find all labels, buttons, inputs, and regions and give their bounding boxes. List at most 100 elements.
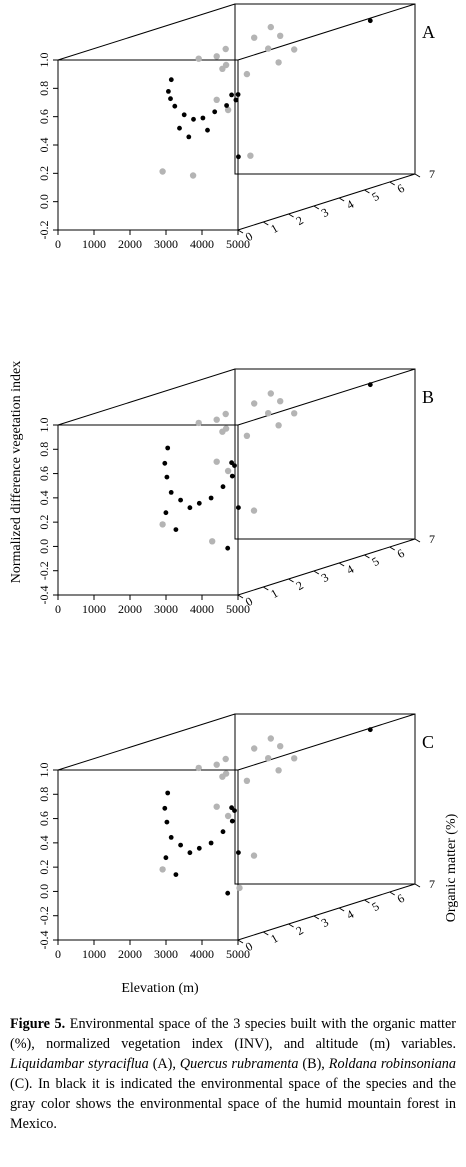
data-point	[229, 473, 235, 479]
z-tick-label: 4	[344, 562, 356, 577]
data-point	[173, 872, 179, 877]
data-point	[247, 152, 254, 159]
box-edge	[237, 713, 416, 771]
y-tick-label: 1.0	[37, 53, 51, 68]
series-forest-gray	[159, 735, 298, 892]
data-point	[225, 545, 231, 551]
data-point	[165, 445, 171, 451]
data-point	[196, 500, 202, 506]
data-point	[236, 505, 241, 510]
data-point	[168, 96, 173, 102]
data-point	[213, 96, 220, 104]
data-point	[367, 727, 373, 733]
z-tick	[364, 554, 370, 559]
back-face	[234, 713, 416, 885]
data-point	[229, 818, 235, 824]
data-point	[222, 61, 230, 69]
x-tick-label: 3000	[154, 237, 178, 251]
data-point	[166, 89, 171, 94]
caption-text-4: (C). In black it is indicated the enviro…	[10, 1076, 456, 1132]
data-point	[224, 467, 232, 475]
data-point	[222, 770, 230, 777]
panel-label-a: A	[422, 22, 435, 42]
z-tick-label: 1	[268, 586, 280, 601]
y-tick-label: -0.2	[37, 906, 51, 925]
data-point	[168, 835, 174, 840]
y-tick-label: 0.0	[37, 194, 51, 209]
data-point	[159, 521, 166, 528]
data-point	[200, 115, 206, 121]
data-point	[159, 866, 166, 873]
z-tick	[338, 907, 345, 912]
figure-caption: Figure 5. Environmental space of the 3 s…	[10, 1014, 456, 1134]
data-point	[205, 127, 210, 133]
series-species-black	[162, 727, 373, 896]
data-point	[250, 852, 258, 859]
z-tick	[338, 562, 345, 567]
data-point	[275, 422, 282, 429]
x-tick-label: 4000	[190, 237, 214, 251]
z-tick	[288, 578, 294, 583]
series-forest-gray	[159, 23, 298, 179]
x-tick-label: 2000	[118, 237, 142, 251]
z-tick-label: 2	[293, 213, 305, 228]
x-tick-label: 5000	[226, 237, 250, 251]
x-tick-label: 2000	[118, 602, 142, 616]
data-point	[191, 116, 196, 122]
z-tick-label: 1	[268, 221, 280, 236]
data-point	[277, 32, 284, 39]
y-tick-label: 0.6	[37, 109, 51, 124]
data-point	[225, 890, 231, 896]
z-tick	[237, 594, 244, 599]
data-point	[195, 419, 202, 427]
z-tick-label: 4	[344, 907, 356, 922]
z-tick-label: 5	[369, 189, 381, 204]
data-point	[236, 154, 241, 160]
series-species-black	[162, 382, 373, 551]
data-point	[267, 23, 274, 31]
data-point	[243, 777, 251, 784]
data-point	[177, 125, 182, 131]
data-point	[251, 34, 258, 41]
y-tick-label: -0.4	[37, 586, 51, 605]
caption-species-c: Roldana robinsoniana	[328, 1056, 456, 1072]
z-tick	[237, 229, 244, 234]
data-point	[178, 497, 184, 503]
data-point	[208, 495, 214, 501]
x-tick-label: 4000	[190, 947, 214, 961]
data-point	[165, 790, 171, 796]
y-tick-label: 0.0	[37, 539, 51, 554]
data-point	[222, 410, 229, 418]
data-point	[213, 458, 220, 465]
z-tick-label: 2	[293, 923, 305, 938]
caption-text-2: (A),	[148, 1056, 180, 1072]
data-point	[233, 97, 239, 103]
data-point	[213, 761, 220, 768]
data-point	[168, 490, 174, 495]
back-face	[234, 368, 416, 540]
box-edge	[237, 173, 416, 231]
data-point	[220, 829, 226, 835]
data-point	[173, 527, 179, 532]
data-point	[181, 112, 187, 118]
z-tick-label: 7	[429, 532, 435, 546]
z-tick	[288, 923, 294, 928]
y-axis-title: Normalized difference vegetation index	[9, 361, 24, 583]
data-point	[187, 505, 193, 511]
z-tick	[414, 173, 421, 178]
series-species-black	[166, 18, 373, 160]
data-point	[275, 59, 282, 66]
data-point	[195, 55, 202, 62]
data-point	[236, 850, 241, 855]
z-tick	[364, 189, 370, 194]
caption-species-b: Quercus rubramenta	[179, 1056, 299, 1072]
data-point	[159, 168, 166, 175]
caption-label: Figure 5.	[10, 1016, 66, 1032]
data-point	[265, 410, 272, 417]
data-point	[195, 764, 202, 772]
x-axis-title: Elevation (m)	[121, 981, 199, 996]
z-tick-label: 3	[319, 570, 331, 585]
box-edge	[237, 538, 416, 596]
y-tick-label: 0.8	[37, 81, 51, 96]
data-point	[291, 410, 298, 417]
